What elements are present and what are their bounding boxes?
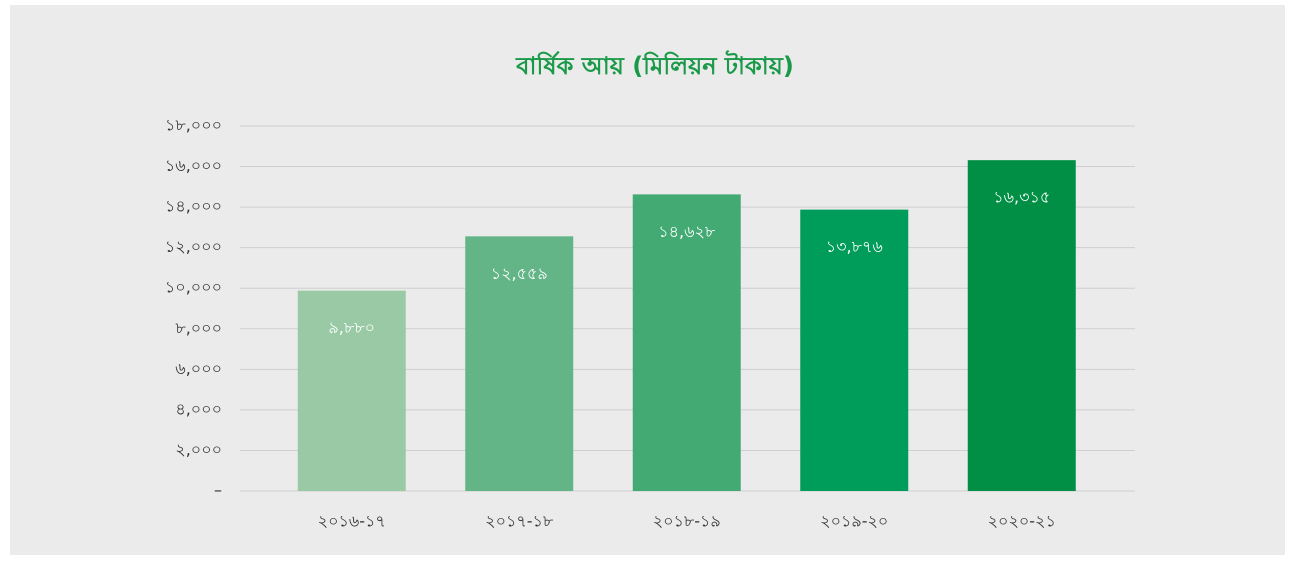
y-tick-label: ৪,০০০ [175,399,222,418]
y-tick-label: ১০,০০০ [165,278,222,297]
x-tick-label: ২০১৭-১৮ [485,512,554,531]
y-tick-label: ৬,০০০ [175,359,222,378]
data-label: ১৬,৩১৫ [993,188,1050,207]
y-tick-label: ১২,০০০ [165,237,222,256]
y-tick-label: ১৪,০০০ [165,197,222,216]
x-tick-label: ২০১৯-২০ [820,512,888,531]
data-label: ৯,৮৮০ [328,318,375,337]
y-tick-label: – [214,481,222,500]
bar [632,194,741,492]
x-tick-label: ২০১৬-১৭ [318,512,386,531]
x-tick-label: ২০২০-২১ [988,512,1056,531]
data-label: ১৪,৬২৮ [658,222,716,241]
chart-title: বার্ষিক আয় (মিলিয়ন টাকায়) [515,50,794,80]
data-label: ১৩,৮৭৬ [826,237,883,256]
bar [465,236,574,491]
y-tick-label: ১৮,০০০ [165,116,222,135]
bar [800,209,909,491]
y-tick-label: ৮,০০০ [175,318,222,337]
data-label: ১২,৫৫৯ [491,264,548,283]
bar [967,160,1076,491]
y-tick-label: ২,০০০ [175,440,222,459]
bar [297,290,406,491]
x-tick-label: ২০১৮-১৯ [653,512,721,531]
y-tick-label: ১৬,০০০ [165,156,222,175]
